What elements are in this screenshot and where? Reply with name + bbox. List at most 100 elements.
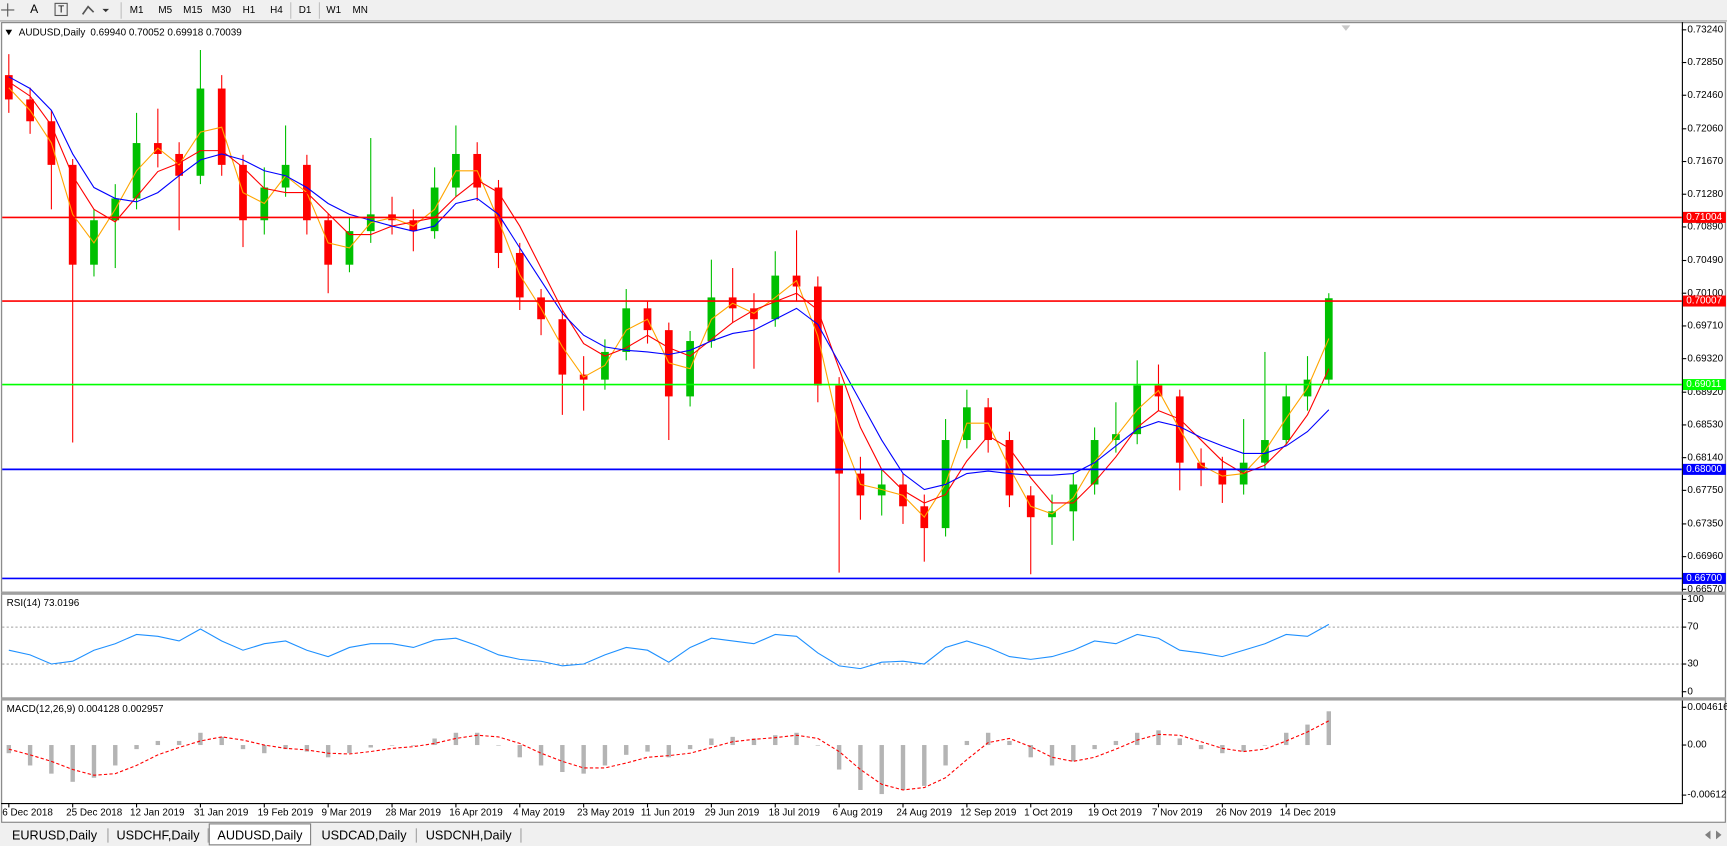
macd-bar [368, 745, 373, 748]
macd-bar [1220, 745, 1225, 754]
macd-bar [1156, 730, 1161, 746]
macd-bar [794, 732, 799, 746]
macd-bar [496, 745, 501, 746]
y-tick-label: 0.72850 [1687, 57, 1723, 68]
macd-bar [773, 735, 778, 746]
timeframe-button-label[interactable]: MN [352, 5, 367, 16]
macd-bar [879, 745, 884, 795]
macd-bar [198, 732, 203, 746]
x-tick-label: 4 May 2019 [513, 808, 565, 819]
x-tick-label: 29 Jun 2019 [705, 808, 760, 819]
y-tick-label: 0.70890 [1687, 222, 1723, 233]
y-tick-label: 0.70100 [1687, 288, 1723, 299]
macd-bar [240, 745, 246, 750]
symbol-menu-arrow[interactable] [5, 29, 13, 36]
macd-bar [517, 745, 522, 758]
y-tick-label: 0.68530 [1687, 420, 1723, 431]
text-label-tool[interactable]: T [54, 2, 68, 17]
chart-shift-marker [1341, 25, 1351, 31]
rsi-line [8, 623, 1330, 670]
macd-bar [1241, 745, 1246, 752]
x-tick-label: 23 May 2019 [577, 808, 635, 819]
crosshair-tool[interactable] [1, 3, 15, 17]
macd-bar [1007, 740, 1012, 746]
timeframe-button-label[interactable]: D1 [299, 5, 312, 16]
y-tick-label: 0.67350 [1687, 519, 1723, 530]
tabs-scroll-right[interactable] [1715, 830, 1722, 840]
y-tick-label: 0.004616 [1687, 702, 1727, 713]
y-tick-label: 70 [1687, 622, 1699, 633]
moving-average-line [8, 87, 1330, 519]
timeframe-button-label[interactable]: H1 [243, 5, 256, 16]
macd-bar [836, 745, 842, 770]
x-tick-label: 28 Mar 2019 [385, 808, 441, 819]
x-tick-label: 19 Feb 2019 [258, 808, 314, 819]
macd-bar [538, 745, 544, 766]
x-tick-label: 9 Mar 2019 [322, 808, 373, 819]
pane-separator [1, 591, 1726, 595]
macd-bar [709, 738, 714, 746]
timeframe-button-label[interactable]: M15 [183, 5, 203, 16]
macd-bar [347, 745, 352, 754]
chart-tab[interactable] [2, 826, 107, 845]
y-tick-label: 0.70490 [1687, 255, 1723, 266]
macd-bar [815, 745, 821, 746]
y-tick-label: 0.69710 [1687, 321, 1723, 332]
macd-bar [560, 745, 565, 773]
x-tick-label: 25 Dec 2018 [66, 808, 123, 819]
macd-bar [985, 732, 991, 746]
shapes-tool[interactable] [81, 5, 110, 15]
timeframe-button-label[interactable]: M1 [130, 5, 144, 16]
macd-bar [602, 745, 608, 766]
macd-bar [49, 745, 54, 774]
macd-bar [474, 732, 480, 746]
x-tick-label: 18 Jul 2019 [769, 808, 821, 819]
timeframe-button-label[interactable]: M30 [212, 5, 232, 16]
chart-tab-label[interactable]: USDCHF,Daily [117, 828, 201, 842]
level-label-box [1682, 379, 1726, 391]
chart-tab[interactable] [208, 823, 312, 846]
macd-bar [858, 745, 863, 790]
chart-tab[interactable] [312, 826, 416, 845]
y-tick-label: 0.68140 [1687, 452, 1723, 463]
macd-bar [1092, 745, 1097, 750]
chart-tabs: EURUSD,Daily USDCHF,Daily AUDUSD,Daily USDC… [2, 823, 522, 846]
chart-tab[interactable] [417, 826, 520, 845]
macd-bar [751, 738, 757, 746]
level-label: 0.70007 [1686, 296, 1722, 307]
timeframe-button-label[interactable]: M5 [158, 5, 172, 16]
macd-title: MACD(12,26,9) 0.004128 0.002957 [7, 704, 164, 715]
macd-bar [730, 736, 735, 746]
x-tick-label: 6 Dec 2018 [2, 808, 53, 819]
x-tick-label: 24 Aug 2019 [896, 808, 952, 819]
chart-tab-label[interactable]: EURUSD,Daily [12, 828, 98, 842]
macd-bar [964, 740, 970, 746]
x-tick-label: 6 Aug 2019 [833, 808, 884, 819]
level-label-box [1682, 572, 1726, 584]
chart-frame [1, 22, 1726, 823]
tabs-scroll-left[interactable] [1704, 830, 1711, 840]
level-label: 0.69011 [1686, 379, 1722, 390]
chart-tab-label[interactable]: USDCNH,Daily [426, 828, 512, 842]
x-tick-label: 26 Nov 2019 [1216, 808, 1273, 819]
chart-tab[interactable] [109, 826, 208, 845]
toolbar [0, 0, 1727, 21]
macd-bar [432, 738, 437, 746]
level-label-box [1682, 463, 1726, 475]
timeframe-button-label[interactable]: W1 [326, 5, 341, 16]
y-tick-label: 0.00 [1687, 740, 1707, 751]
macd-bar [922, 745, 927, 786]
chart-tab-label[interactable]: AUDUSD,Daily [217, 828, 303, 842]
chart-tab-label[interactable]: USDCAD,Daily [321, 828, 407, 842]
timeframe-button-label[interactable]: H4 [270, 5, 283, 16]
moving-average-line [8, 76, 1330, 491]
y-tick-label: 0.71280 [1687, 189, 1723, 200]
text-tool-icon[interactable]: A [30, 2, 39, 16]
macd-bar [325, 745, 331, 758]
macd-bar [389, 745, 395, 746]
x-tick-label: 1 Oct 2019 [1024, 808, 1073, 819]
level-label: 0.66700 [1686, 573, 1722, 584]
macd-bar [1028, 745, 1033, 758]
y-tick-label: 0.66570 [1687, 584, 1723, 595]
